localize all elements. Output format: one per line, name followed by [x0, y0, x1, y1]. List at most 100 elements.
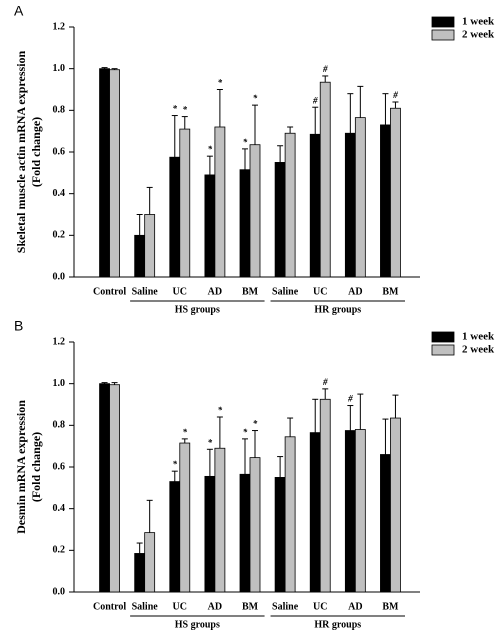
- bar: [179, 128, 191, 278]
- legend-swatch: [431, 16, 455, 28]
- bar: [144, 214, 156, 278]
- y-tick-label: 1.2: [53, 21, 66, 32]
- bar: [319, 81, 331, 278]
- legend-swatch: [431, 331, 455, 343]
- bar: [309, 133, 321, 278]
- x-tick-label: BM: [242, 601, 259, 612]
- bar: [214, 447, 226, 593]
- bar: [109, 69, 120, 278]
- bar: [109, 384, 120, 593]
- y-tick-label: 0.2: [53, 545, 66, 556]
- significance-mark: *: [173, 459, 178, 469]
- y-axis-label: (Fold change): [29, 117, 43, 187]
- x-tick-label: Saline: [272, 286, 299, 297]
- legend-label: 2 week: [462, 29, 495, 41]
- y-tick-label: 0.4: [53, 188, 66, 199]
- x-tick-label: AD: [348, 601, 362, 612]
- bar: [204, 174, 216, 278]
- y-tick-label: 0.2: [53, 230, 66, 241]
- panel-label: A: [14, 3, 24, 19]
- x-tick-label: AD: [348, 286, 362, 297]
- x-tick-label: UC: [313, 601, 327, 612]
- bar: [99, 68, 110, 278]
- significance-mark: *: [208, 144, 213, 154]
- x-tick-label: Control: [93, 286, 126, 297]
- x-tick-label: Control: [93, 601, 126, 612]
- legend-label: 1 week: [462, 16, 495, 28]
- x-tick-label: UC: [173, 286, 187, 297]
- x-tick-label: UC: [173, 601, 187, 612]
- x-tick-label: BM: [382, 286, 399, 297]
- significance-mark: *: [173, 104, 178, 114]
- y-tick-label: 0.6: [53, 461, 66, 472]
- bar: [274, 477, 286, 593]
- x-tick-label: AD: [208, 601, 222, 612]
- bar: [319, 398, 331, 593]
- x-tick-label: Saline: [132, 286, 159, 297]
- significance-mark: *: [183, 427, 188, 437]
- significance-mark: #: [322, 377, 328, 387]
- bar: [144, 532, 156, 593]
- bar: [204, 475, 216, 593]
- x-tick-label: BM: [242, 286, 259, 297]
- y-axis-label: Skeletal muscle actin mRNA expression: [14, 50, 28, 253]
- legend-label: 1 week: [462, 331, 495, 343]
- bar: [169, 156, 181, 278]
- significance-mark: *: [243, 427, 248, 437]
- bar: [239, 169, 251, 278]
- x-tick-label: UC: [313, 286, 327, 297]
- bar: [309, 432, 321, 593]
- significance-mark: #: [392, 90, 398, 100]
- group-label: HS groups: [175, 304, 220, 315]
- y-tick-label: 1.2: [53, 336, 66, 347]
- y-axis-label: (Fold change): [29, 432, 43, 502]
- bar: [354, 429, 366, 593]
- significance-mark: *: [243, 137, 248, 147]
- group-label: HR groups: [314, 304, 361, 315]
- y-axis-label: Desmin mRNA expression: [14, 400, 28, 534]
- bar: [134, 553, 146, 593]
- bar: [380, 124, 391, 278]
- x-tick-label: AD: [208, 286, 222, 297]
- bar: [354, 117, 366, 278]
- y-tick-label: 0.8: [53, 105, 66, 116]
- bar: [390, 417, 401, 593]
- bar: [239, 473, 251, 593]
- bar: [179, 442, 191, 593]
- bar: [274, 162, 286, 278]
- y-tick-label: 0.4: [53, 503, 66, 514]
- y-tick-label: 0.0: [53, 586, 66, 597]
- bar: [99, 383, 110, 593]
- significance-mark: #: [322, 64, 328, 74]
- significance-mark: *: [253, 419, 258, 429]
- significance-mark: #: [312, 95, 318, 105]
- y-tick-label: 0.0: [53, 271, 66, 282]
- significance-mark: *: [218, 405, 223, 415]
- y-tick-label: 1.0: [53, 378, 66, 389]
- bar: [169, 481, 181, 593]
- group-label: HR groups: [314, 619, 361, 630]
- y-tick-label: 0.8: [53, 420, 66, 431]
- x-tick-label: Saline: [132, 601, 159, 612]
- bar: [134, 234, 146, 278]
- bar: [249, 457, 261, 593]
- significance-mark: *: [218, 78, 223, 88]
- x-tick-label: BM: [382, 601, 399, 612]
- significance-mark: *: [183, 105, 188, 115]
- bar: [390, 107, 401, 278]
- significance-mark: *: [208, 437, 213, 447]
- x-tick-label: Saline: [272, 601, 299, 612]
- legend-label: 2 week: [462, 344, 495, 356]
- bar: [249, 144, 261, 278]
- bar: [344, 430, 356, 593]
- legend-swatch: [431, 344, 455, 356]
- legend-swatch: [431, 29, 455, 41]
- group-label: HS groups: [175, 619, 220, 630]
- bar: [344, 132, 356, 278]
- panel-label: B: [14, 318, 23, 334]
- y-tick-label: 0.6: [53, 146, 66, 157]
- bar: [214, 126, 226, 278]
- bar: [380, 454, 391, 593]
- bar: [284, 436, 296, 593]
